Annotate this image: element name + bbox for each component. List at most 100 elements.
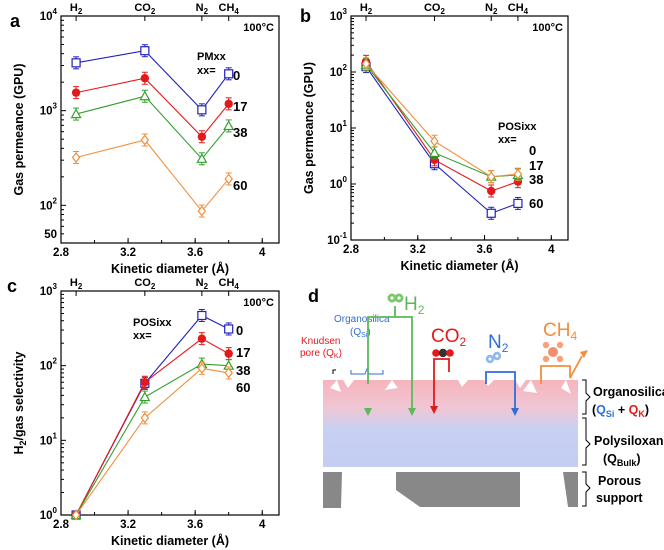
data-point [140,134,150,146]
series-0 [71,44,234,117]
temperature-note: 100°C [532,22,563,34]
top-axis-gas-label: CO2 [134,277,156,291]
legend-entry: 0 [233,68,240,83]
tick-base: 10 [40,200,53,212]
knudsen-callout-2: pore (QK) [300,348,342,360]
data-point [139,90,151,101]
data-point [428,147,440,157]
gas-sub: 2 [368,7,373,16]
support-label-2: support [596,491,643,505]
legend-subtitle: xx= [498,134,517,146]
top-axis-gas-label: CH4 [508,2,529,16]
data-point [361,58,371,70]
organosilica-callout-2: (QSi) [350,327,371,339]
series-60 [71,361,233,521]
x-tick-label: 4 [259,519,266,531]
series-line [75,95,230,160]
legend-entry: 0 [236,323,243,338]
tick-base: 10 [40,435,53,447]
data-point [224,69,234,79]
series-60 [71,133,233,218]
data-point [224,324,234,334]
x-tick-label: 2.8 [343,244,360,256]
legend-subtitle: xx= [133,330,152,342]
data-point [70,108,82,119]
gas-base: CO [134,2,151,14]
data-point [196,153,208,163]
series-17 [71,71,233,144]
gas-base: CO [424,2,441,14]
tick-base: 10 [40,286,53,298]
tick-exp: 0 [343,175,348,184]
tick-exp: -1 [340,231,348,240]
legend-subtitle: xx= [197,65,216,77]
gas-sub: 4 [234,7,239,16]
organosilica-callout-1: Organosilica [334,314,390,325]
ch4-flow: CH4 [540,320,588,384]
data-point [513,198,523,209]
data-point [197,310,207,321]
tick-exp: 2 [343,63,348,72]
gas-base: CH [219,277,235,289]
x-tick-label: 4 [548,244,555,256]
data-point [140,74,150,83]
top-axis-gas-label: CO2 [134,2,156,16]
gas-sub: 2 [78,282,83,291]
series-line [75,363,229,516]
tick-exp: 0 [53,506,58,515]
series-0 [71,308,234,520]
legend-title: POSixx [133,317,172,329]
tick-base: 10 [330,11,343,23]
knudsen-bracket [332,369,336,374]
y-tick-label: 103 [40,282,58,298]
y-tick-label: 10-1 [327,231,347,247]
gas-base: CO [134,277,151,289]
y-tick-label: 100 [330,175,348,191]
series-line [365,64,518,178]
legend-entry: 38 [233,125,247,140]
data-point [140,412,150,424]
y-tick-label: 101 [330,119,348,135]
legend-title: PMxx [197,51,227,63]
knudsen-pores [330,380,571,394]
top-axis-gas-label: N2 [485,2,498,16]
series-38 [70,89,235,166]
series-17 [71,332,233,520]
data-point [140,46,150,56]
data-point [71,88,81,97]
panel-b: b2.8 3.2 3.6 4H2 CO2 N2 CH410-1100101102103Kin… [300,2,569,273]
tick-exp: 3 [53,282,58,291]
data-point [71,152,81,163]
data-point [224,173,233,185]
gas-sub: 2 [440,7,445,16]
layer-braces [582,379,591,507]
ch4-label: CH4 [543,320,577,343]
x-tick-label: 2.8 [53,247,70,259]
series-line [75,139,230,212]
y-axis-label: Gas permeance (GPU) [302,62,316,194]
data-point [224,349,233,358]
gas-base: H [70,2,78,14]
temperature-note: 100°C [243,22,274,34]
data-point [487,186,496,196]
top-axis-gas-label: CH4 [219,277,240,291]
series-line [365,66,519,214]
series-line [75,338,229,516]
tick-base: 10 [40,361,53,373]
top-axis-gas-label: CH4 [219,2,240,16]
panel-c: c2.8 3.2 3.6 4H2 CO2 N2 CH4100101102103Kinetic… [7,276,280,548]
legend-entry: 17 [233,99,247,114]
x-tick-label: 3.6 [187,519,203,531]
series-line [365,61,519,192]
temperature-note: 100°C [243,297,274,309]
n2-label: N2 [488,332,509,355]
data-point [430,135,439,147]
tick-base: 10 [330,179,343,191]
panel-a: a2.8 3.2 3.6 4H2 CO2 N2 CH410210310450Kinetic … [10,2,280,276]
data-point [139,391,151,402]
tick-exp: 2 [53,196,58,205]
data-point [197,132,207,141]
legend-entry: 17 [236,345,250,360]
data-point [197,334,207,343]
support-label-1: Porous [598,474,641,488]
